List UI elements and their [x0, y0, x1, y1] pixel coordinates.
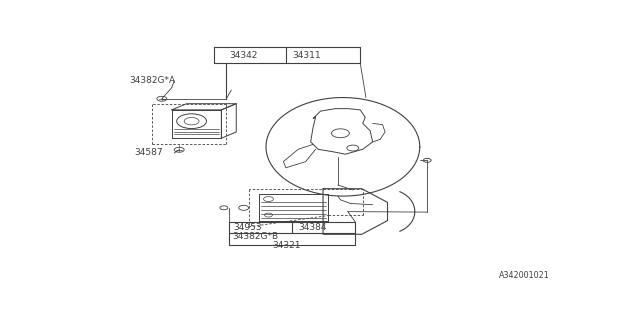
Text: 34382G*A: 34382G*A — [129, 76, 176, 85]
Text: 34382G*B: 34382G*B — [233, 231, 279, 241]
Text: 34311: 34311 — [292, 51, 321, 60]
Text: 34384: 34384 — [298, 223, 327, 232]
Text: 34587: 34587 — [134, 148, 163, 157]
Text: 34953: 34953 — [234, 223, 262, 232]
Text: 34321: 34321 — [273, 241, 301, 250]
Text: 34342: 34342 — [229, 51, 257, 60]
Text: A342001021: A342001021 — [499, 271, 550, 280]
